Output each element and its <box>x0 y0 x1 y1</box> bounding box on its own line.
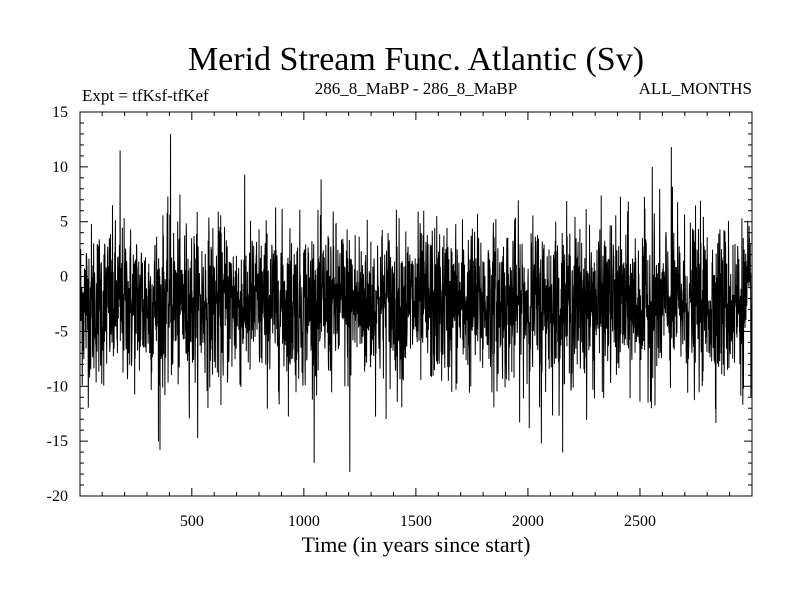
plot-area <box>79 133 753 472</box>
x-tick-label: 1500 <box>400 513 432 530</box>
y-tick-label: -5 <box>55 323 68 340</box>
y-tick-label: 5 <box>60 214 68 231</box>
subtitle-months: ALL_MONTHS <box>639 79 752 98</box>
y-tick-label: -10 <box>47 378 68 395</box>
axis-ticks: 15 10 5 0 -5 -10 -15 -20 500 1000 1500 2000 2500 <box>47 104 752 530</box>
x-tick-label: 2000 <box>512 513 544 530</box>
x-tick-label: 2500 <box>624 513 656 530</box>
plot-frame <box>79 111 753 497</box>
subtitle-period: 286_8_MaBP - 286_8_MaBP <box>315 79 517 98</box>
y-tick-label: 0 <box>60 269 68 286</box>
series-line <box>79 133 753 472</box>
y-tick-label: -20 <box>47 488 68 505</box>
x-tick-label: 1000 <box>288 513 320 530</box>
x-tick-label: 500 <box>180 513 204 530</box>
subtitle-expt: Expt = tfKsf-tfKef <box>82 86 209 105</box>
y-tick-label: 10 <box>52 159 68 176</box>
y-tick-label: 15 <box>52 104 68 121</box>
chart-title: Merid Stream Func. Atlantic (Sv) <box>188 41 644 78</box>
y-tick-label: -15 <box>47 433 68 450</box>
x-axis-label: Time (in years since start) <box>302 532 531 557</box>
